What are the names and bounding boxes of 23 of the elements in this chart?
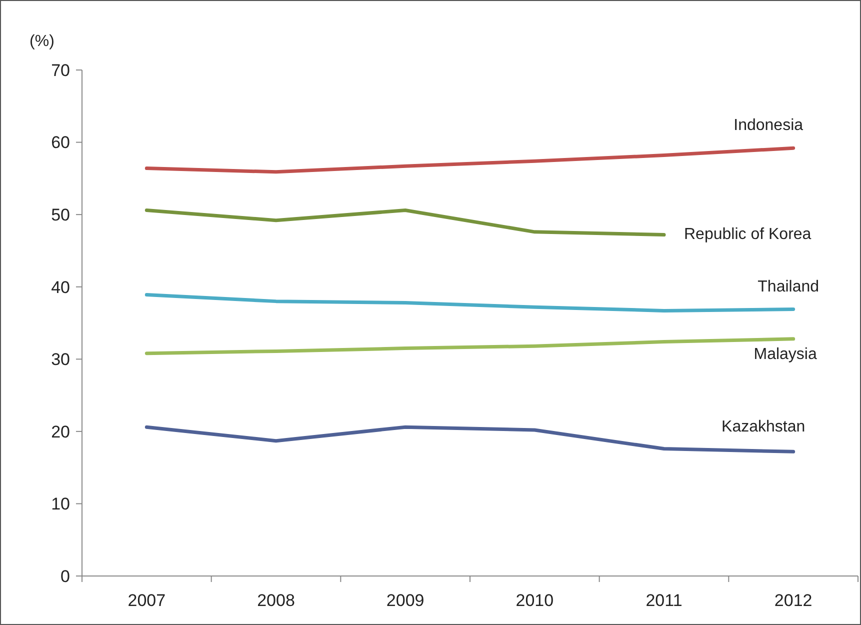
x-tick-label: 2007 [128, 591, 166, 610]
y-tick-label: 0 [60, 566, 70, 586]
line-series [144, 208, 666, 237]
x-tick-label: 2012 [774, 591, 812, 610]
x-tick-label: 2011 [646, 591, 682, 610]
y-tick-label: 30 [51, 350, 70, 370]
y-tick-label: 50 [51, 206, 70, 225]
line-series [144, 293, 796, 312]
x-tick-label: 2009 [386, 591, 424, 610]
y-tick-label: 60 [51, 133, 70, 152]
series-label: Malaysia [754, 346, 817, 363]
y-tick-label: 40 [51, 278, 70, 297]
y-tick-label: 70 [51, 60, 70, 80]
y-tick-label: 20 [51, 422, 70, 442]
y-tick-label: 10 [51, 494, 70, 514]
x-tick-label: 2010 [516, 591, 554, 610]
series-label: Republic of Korea [684, 226, 812, 243]
series-label: Thailand [758, 278, 820, 296]
x-tick-label: 2008 [257, 591, 295, 610]
series-label: Kazakhstan [722, 418, 806, 436]
line-series [144, 146, 796, 174]
y-axis-title: (%) [30, 33, 54, 50]
series-label: Indonesia [734, 117, 804, 134]
